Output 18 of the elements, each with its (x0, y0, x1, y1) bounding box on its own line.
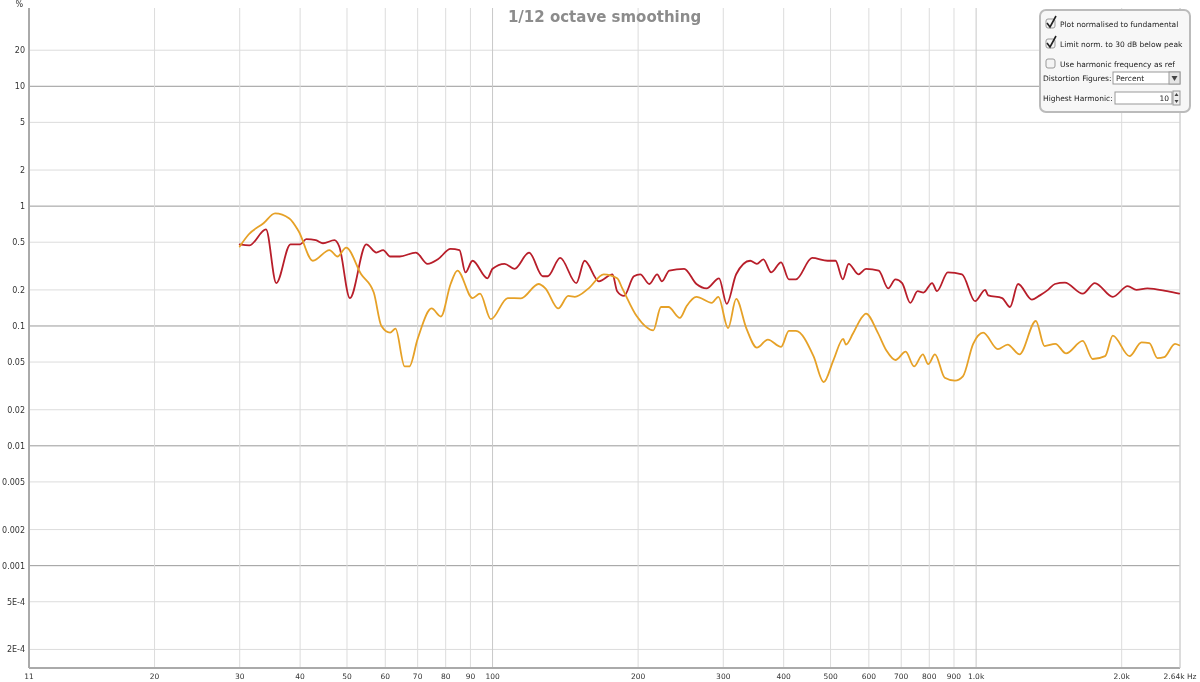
y-tick-label: 5 (19, 118, 25, 128)
y-tick-label: 20 (14, 46, 25, 56)
y-tick-label: 0.2 (12, 285, 25, 295)
y-tick-label: 2E-4 (6, 645, 25, 655)
y-tick-label: 0.02 (7, 405, 25, 415)
chart-title: 1/12 octave smoothing (507, 8, 702, 26)
y-tick-label: 2 (19, 166, 25, 176)
y-tick-label: 5E-4 (6, 597, 25, 607)
y-tick-label: 10 (14, 82, 25, 92)
y-tick-label: 0.005 (2, 477, 25, 487)
y-tick-label: 0.002 (2, 525, 25, 535)
y-tick-label: 1 (19, 202, 25, 212)
y-axis-title: % (15, 0, 24, 9)
y-tick-label: 0.01 (7, 441, 25, 451)
y-tick-label: 0.1 (12, 321, 25, 331)
y-tick-label: 0.5 (12, 238, 25, 248)
y-tick-label: 0.05 (7, 358, 25, 368)
y-tick-label: 0.001 (2, 561, 25, 571)
